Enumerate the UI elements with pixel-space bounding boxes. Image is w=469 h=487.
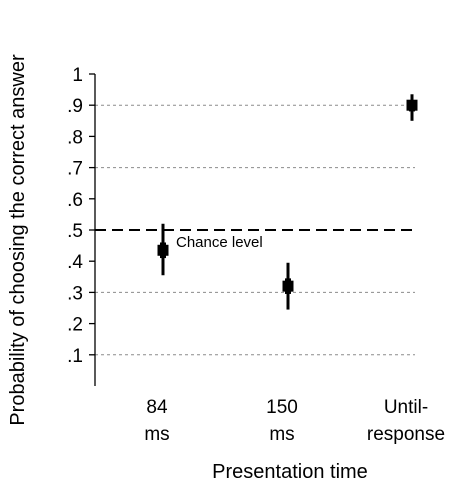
y-tick-label: .2	[67, 315, 83, 336]
y-tick-label: .7	[67, 159, 83, 180]
y-tick-label: 1	[72, 65, 83, 86]
y-tick-label: .3	[67, 283, 83, 304]
chance-level-label: Chance level	[176, 234, 263, 251]
x-category-label: 84	[146, 397, 168, 418]
y-tick-label: .8	[67, 127, 83, 148]
y-tick-label: .5	[67, 221, 83, 242]
data-point	[157, 244, 169, 256]
data-point	[406, 99, 418, 111]
x-category-label: response	[367, 424, 445, 445]
x-category-label: Until-	[384, 397, 428, 418]
plot-area: 1 .9 .8 .7 .6 .5 .4 .3 .2 .1 Chance level 84 ms 150 ms…	[67, 65, 445, 445]
y-tick-label: .6	[67, 190, 83, 211]
x-category-label: 150	[266, 397, 298, 418]
x-category-label: ms	[269, 424, 294, 445]
y-axis-title: Probability of choosing the correct answ…	[7, 54, 29, 426]
x-category-label: ms	[144, 424, 169, 445]
y-tick-label: .4	[67, 252, 83, 273]
x-axis-title: Presentation time	[212, 461, 368, 483]
y-tick-label: .9	[67, 96, 83, 117]
y-tick-label: .1	[67, 346, 83, 367]
data-point	[282, 280, 294, 292]
